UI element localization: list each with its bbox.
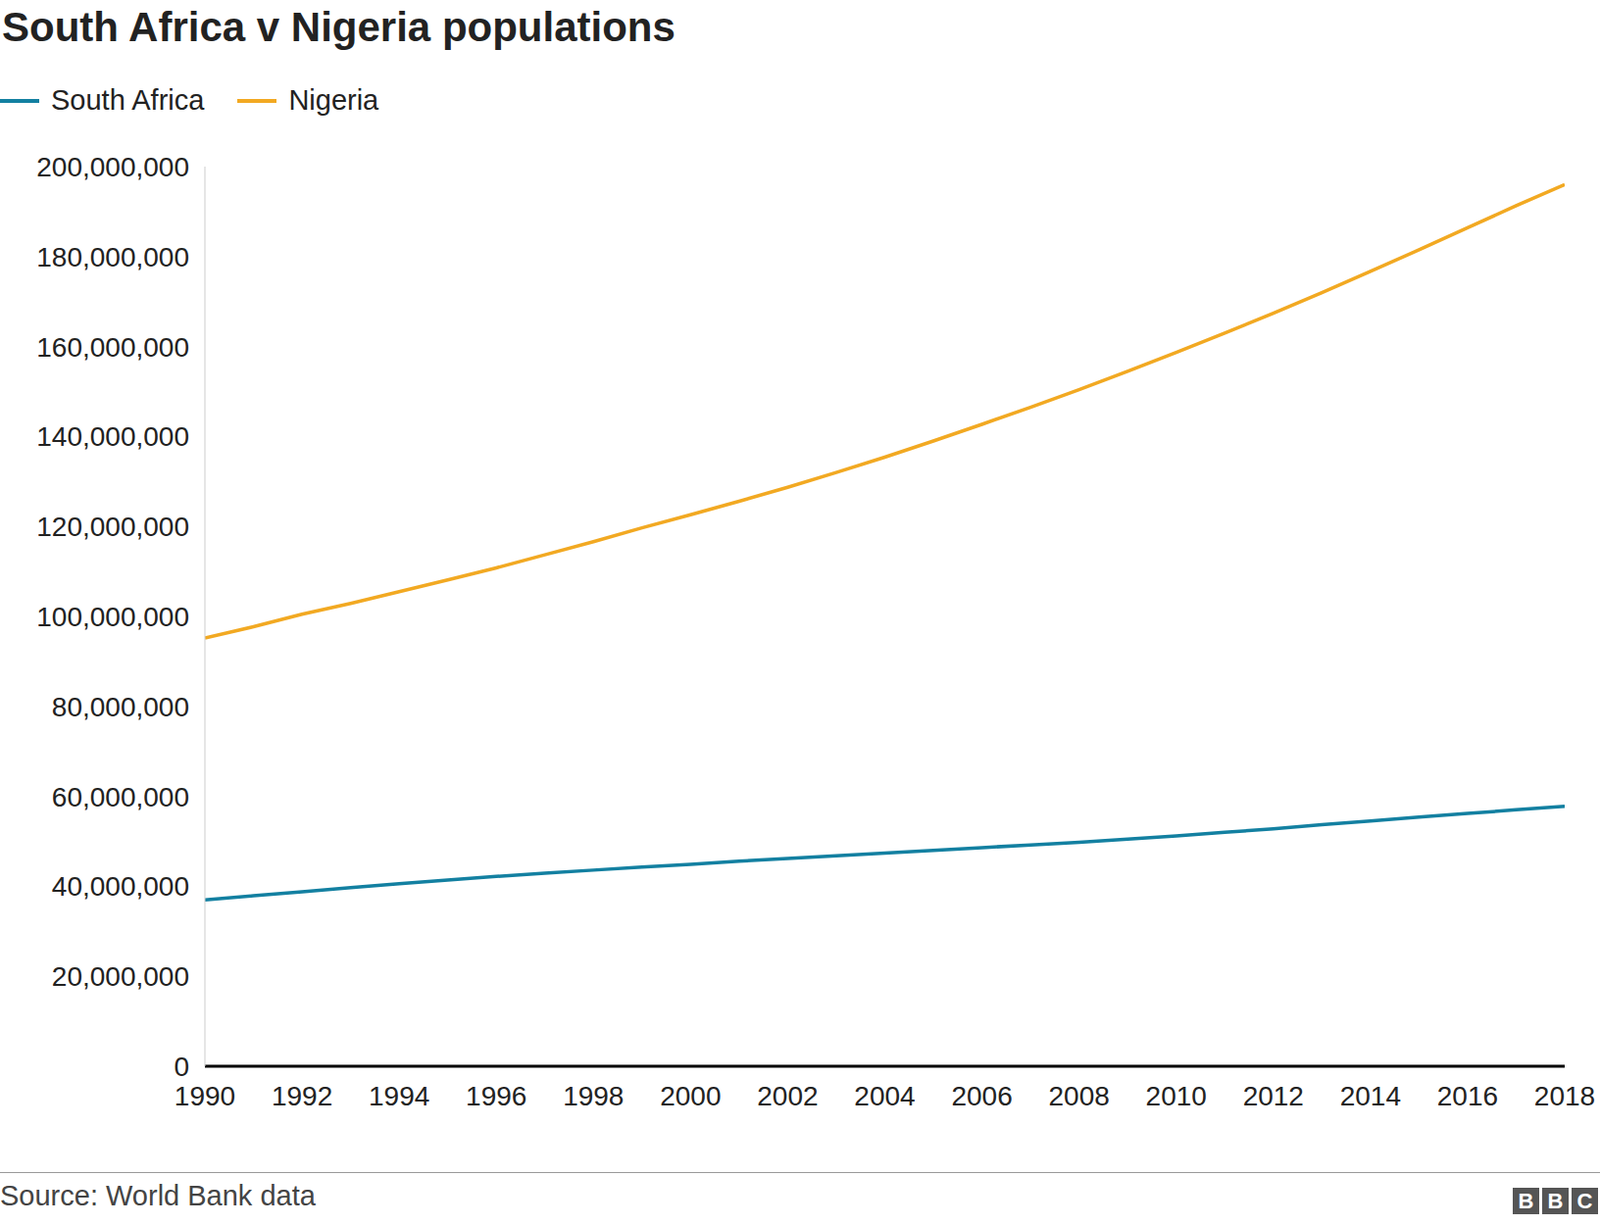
svg-text:120,000,000: 120,000,000 <box>36 511 190 543</box>
html-text:South Africa v Nigeria populat: South Africa v Nigeria populations <box>1 3 676 50</box>
svg-text:1996: 1996 <box>465 1081 527 1112</box>
svg-text:100,000,000: 100,000,000 <box>36 601 190 633</box>
svg-text:2014: 2014 <box>1340 1081 1401 1112</box>
svg-text:2002: 2002 <box>756 1081 818 1112</box>
svg-text:40,000,000: 40,000,000 <box>51 871 190 902</box>
svg-text:80,000,000: 80,000,000 <box>51 692 190 723</box>
svg-text:1992: 1992 <box>271 1081 333 1112</box>
svg-text:2004: 2004 <box>853 1081 915 1112</box>
svg-text:2000: 2000 <box>659 1081 721 1112</box>
svg-text:200,000,000: 200,000,000 <box>36 151 190 183</box>
svg-text:2010: 2010 <box>1146 1081 1207 1112</box>
svg-text:160,000,000: 160,000,000 <box>36 332 190 363</box>
svg-text:2016: 2016 <box>1437 1081 1499 1112</box>
svg-text:1990: 1990 <box>174 1081 236 1112</box>
svg-text:60,000,000: 60,000,000 <box>51 782 190 813</box>
svg-text:2018: 2018 <box>1534 1081 1593 1112</box>
html-text:Source: World Bank data: Source: World Bank data <box>0 1180 316 1212</box>
svg-text:140,000,000: 140,000,000 <box>36 421 190 452</box>
html-text:B: B <box>1547 1188 1564 1214</box>
svg-text:1998: 1998 <box>562 1081 624 1112</box>
svg-text:180,000,000: 180,000,000 <box>36 242 190 273</box>
svg-text:2012: 2012 <box>1243 1081 1304 1112</box>
html-text:Nigeria: Nigeria <box>288 84 379 116</box>
svg-text:1994: 1994 <box>368 1081 430 1112</box>
html-text:B: B <box>1518 1188 1534 1214</box>
html-text:South Africa: South Africa <box>50 84 205 116</box>
html-text:C: C <box>1576 1188 1593 1214</box>
svg-text:2006: 2006 <box>950 1081 1012 1112</box>
svg-text:20,000,000: 20,000,000 <box>51 961 190 993</box>
svg-text:0: 0 <box>173 1051 190 1083</box>
svg-text:2008: 2008 <box>1048 1081 1109 1112</box>
